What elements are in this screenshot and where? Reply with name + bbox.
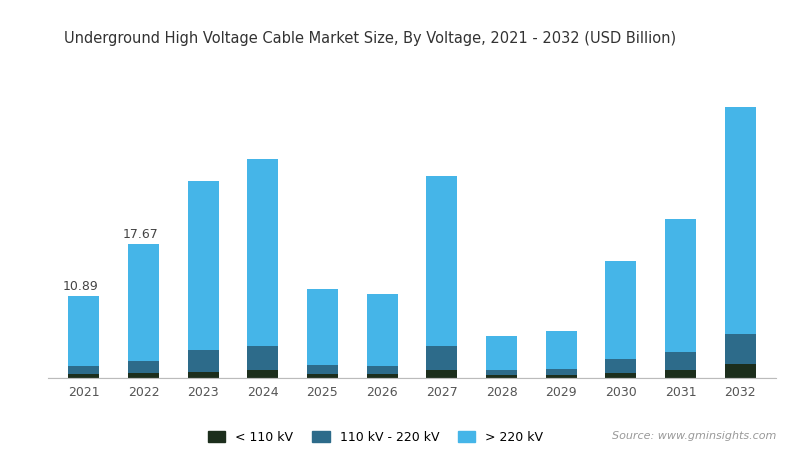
Bar	[68, 374, 99, 378]
Bar	[725, 364, 756, 378]
Text: 10.89: 10.89	[63, 279, 98, 292]
Bar	[247, 159, 278, 346]
Bar	[307, 365, 338, 374]
Bar	[486, 370, 517, 375]
Bar	[188, 372, 218, 378]
Bar	[665, 370, 696, 378]
Bar	[486, 337, 517, 370]
Bar	[546, 369, 577, 375]
Bar	[606, 359, 636, 373]
Bar	[665, 219, 696, 351]
Text: Source: www.gminsights.com: Source: www.gminsights.com	[612, 431, 776, 441]
Bar	[426, 176, 458, 346]
Bar	[426, 346, 458, 370]
Bar	[725, 334, 756, 365]
Bar	[307, 289, 338, 365]
Bar	[366, 366, 398, 374]
Bar	[546, 375, 577, 378]
Bar	[426, 370, 458, 378]
Bar	[128, 373, 159, 378]
Bar	[188, 351, 218, 372]
Legend: < 110 kV, 110 kV - 220 kV, > 220 kV: < 110 kV, 110 kV - 220 kV, > 220 kV	[203, 426, 548, 449]
Bar	[725, 107, 756, 334]
Bar	[128, 361, 159, 373]
Bar	[665, 351, 696, 370]
Bar	[68, 296, 99, 365]
Bar	[546, 331, 577, 369]
Bar	[606, 261, 636, 359]
Bar	[486, 375, 517, 378]
Bar	[247, 370, 278, 378]
Bar	[188, 181, 218, 351]
Bar	[307, 374, 338, 378]
Bar	[606, 373, 636, 378]
Bar	[68, 365, 99, 374]
Text: Underground High Voltage Cable Market Size, By Voltage, 2021 - 2032 (USD Billion: Underground High Voltage Cable Market Si…	[64, 32, 676, 46]
Bar	[247, 346, 278, 370]
Bar	[366, 374, 398, 378]
Bar	[128, 244, 159, 361]
Text: 17.67: 17.67	[122, 228, 158, 241]
Bar	[366, 294, 398, 366]
